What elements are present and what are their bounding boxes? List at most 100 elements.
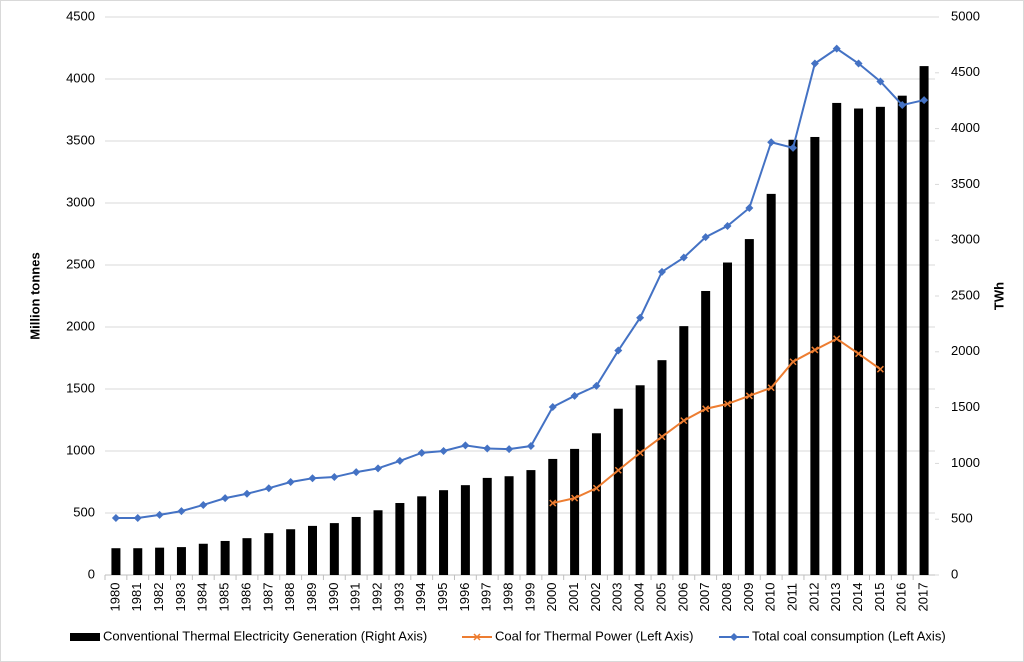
y-tick-label: 500 [73, 504, 95, 519]
bar [919, 66, 929, 575]
line-marker [177, 507, 186, 516]
line-marker [789, 358, 797, 366]
x-tick-label: 2003 [610, 583, 625, 612]
x-tick-label: 2012 [806, 583, 821, 612]
line-marker [592, 381, 601, 390]
line-marker [701, 233, 710, 242]
x-tick-label: 1986 [238, 583, 253, 612]
line-marker [679, 253, 688, 262]
line-marker [571, 494, 579, 502]
line-marker [374, 464, 383, 473]
line-marker [723, 221, 732, 230]
y-tick-label: 3500 [66, 132, 95, 147]
bar [242, 538, 252, 575]
line-marker [439, 447, 448, 455]
y-tick-label: 1000 [66, 442, 95, 457]
bar [417, 496, 427, 575]
line-marker [832, 44, 841, 53]
y2-tick-label: 1500 [951, 399, 980, 414]
bar [460, 485, 470, 575]
legend-swatch [70, 633, 100, 641]
bar [657, 360, 667, 575]
bar [373, 510, 383, 575]
line-marker [855, 350, 863, 358]
line-marker [745, 203, 754, 212]
x-tick-label: 2007 [697, 583, 712, 612]
line-marker [111, 513, 120, 522]
y2-axis-title: TWh [991, 282, 1006, 310]
legend-label: Total coal consumption (Left Axis) [752, 628, 946, 643]
x-tick-label: 1998 [501, 583, 516, 612]
bar [766, 193, 776, 576]
line-marker [221, 494, 230, 503]
y-tick-label: 2500 [66, 256, 95, 271]
y2-tick-label: 4000 [951, 120, 980, 135]
bar [635, 385, 645, 575]
line-marker [876, 77, 885, 86]
legend-marker [730, 633, 738, 641]
x-tick-label: 2013 [828, 583, 843, 612]
x-tick-label: 2004 [632, 583, 647, 612]
bar [854, 108, 864, 576]
x-tick-label: 1994 [413, 583, 428, 612]
line-marker [767, 384, 775, 392]
bar [591, 433, 601, 575]
bar [548, 458, 558, 575]
x-tick-label: 2009 [741, 583, 756, 612]
x-tick-label: 1990 [326, 583, 341, 612]
bar [570, 448, 580, 575]
line-marker [876, 365, 884, 373]
bar [897, 95, 907, 575]
bar [155, 547, 165, 575]
x-tick-label: 1999 [522, 583, 537, 612]
legend-label: Conventional Thermal Electricity Generat… [103, 628, 427, 643]
line-marker [133, 513, 142, 522]
y2-tick-label: 1000 [951, 455, 980, 470]
y2-tick-label: 500 [951, 511, 973, 526]
x-tick-label: 2017 [916, 583, 931, 612]
x-tick-label: 1997 [479, 583, 494, 612]
x-tick-label: 2011 [784, 583, 799, 611]
y-tick-label: 4000 [66, 70, 95, 85]
y2-tick-label: 4500 [951, 64, 980, 79]
x-tick-label: 1993 [391, 583, 406, 612]
bar [176, 547, 186, 575]
y-axis-title: Million tonnes [27, 252, 42, 339]
x-tick-label: 2015 [872, 583, 887, 612]
x-tick-label: 1984 [195, 583, 210, 612]
line-marker [854, 59, 863, 68]
bar [351, 516, 361, 575]
bar [723, 262, 732, 575]
line-marker [745, 392, 753, 400]
line-marker [526, 442, 535, 451]
line-marker [242, 489, 251, 498]
x-tick-label: 1983 [173, 583, 188, 612]
line [115, 47, 925, 519]
line-marker [505, 445, 514, 454]
bar [329, 523, 339, 575]
y2-tick-label: 0 [951, 566, 958, 581]
line-marker [658, 433, 666, 441]
x-tick-label: 2008 [719, 583, 734, 612]
y2-tick-label: 2500 [951, 287, 980, 302]
x-tick-label: 2016 [894, 583, 909, 612]
x-tick-label: 2006 [675, 583, 690, 612]
line-marker [199, 500, 208, 509]
y-tick-label: 1500 [66, 380, 95, 395]
line-marker [330, 473, 339, 482]
y2-tick-label: 5000 [951, 8, 980, 23]
line-marker [264, 484, 273, 493]
line-marker [614, 466, 622, 474]
x-tick-label: 2010 [763, 583, 778, 612]
line-marker [155, 510, 164, 519]
line-marker [680, 417, 688, 425]
line-marker [723, 400, 732, 408]
y-tick-label: 0 [88, 566, 95, 581]
bar [526, 470, 536, 575]
x-tick-label: 1992 [369, 583, 384, 612]
x-tick-label: 2014 [850, 583, 865, 612]
x-tick-label: 1982 [151, 583, 166, 612]
y2-tick-label: 3000 [951, 232, 980, 247]
x-tick-label: 1981 [129, 583, 144, 612]
